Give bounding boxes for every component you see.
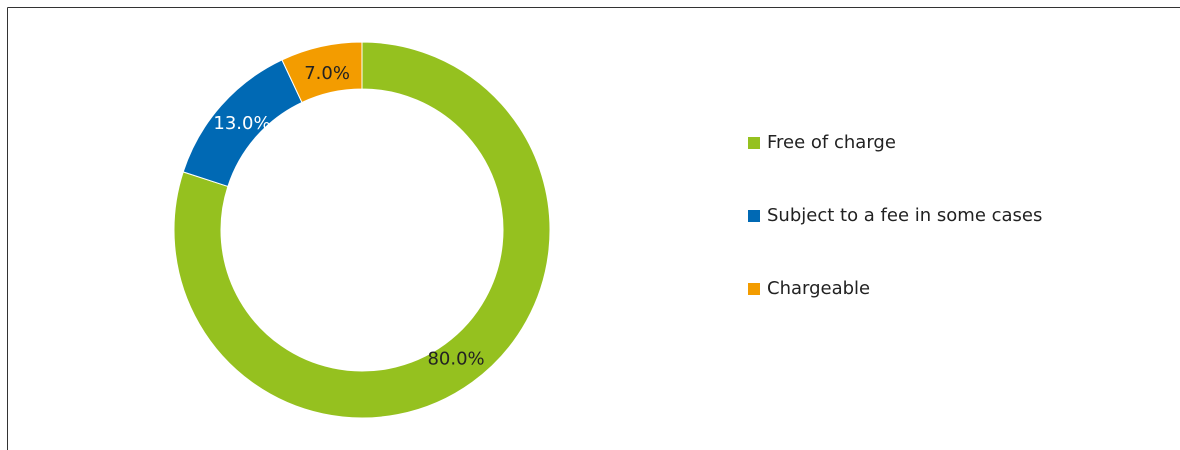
legend-swatch — [748, 137, 760, 149]
legend-label: Subject to a fee in some cases — [767, 205, 1042, 226]
data-label: 7.0% — [304, 63, 350, 84]
data-label: 80.0% — [427, 348, 484, 369]
donut-segment — [281, 41, 363, 104]
legend-swatch — [748, 210, 760, 222]
legend-label: Chargeable — [767, 278, 870, 299]
data-label: 13.0% — [213, 113, 270, 134]
legend-label: Free of charge — [767, 132, 896, 153]
donut-segment — [173, 41, 551, 419]
legend-swatch — [748, 283, 760, 295]
